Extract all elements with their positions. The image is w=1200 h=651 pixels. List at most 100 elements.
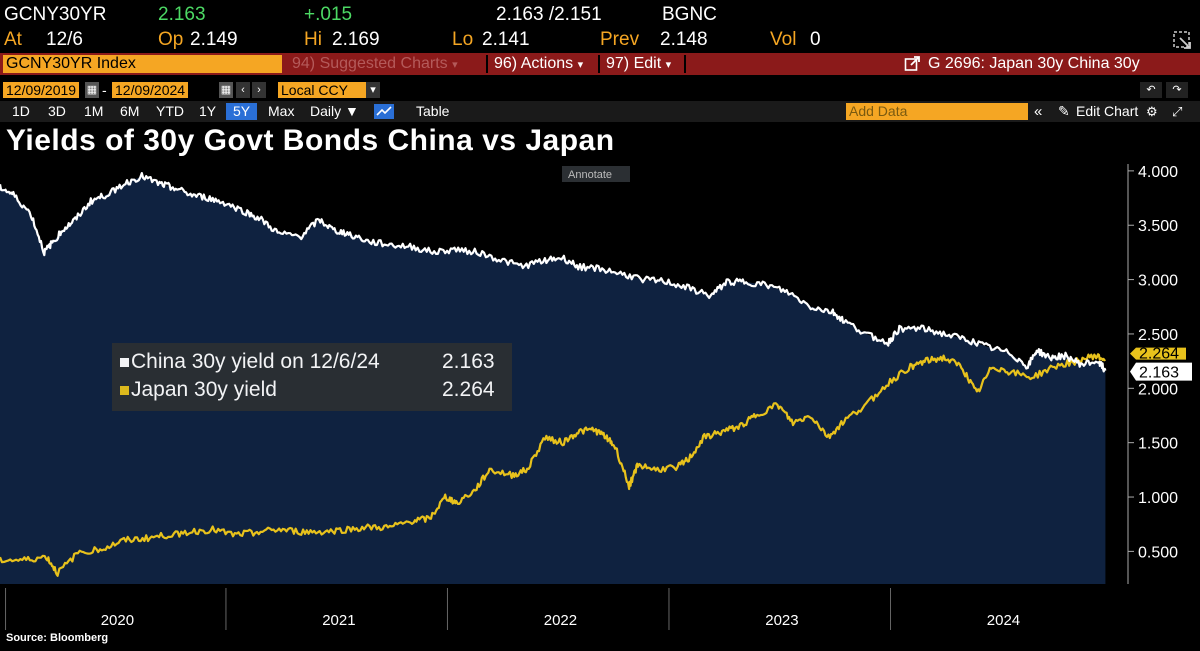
- y-tick-label: 0.500: [1138, 544, 1178, 561]
- y-tick-label: 2.000: [1138, 381, 1178, 398]
- toolbar-divider: [684, 55, 686, 73]
- actions-label: 96) Actions: [494, 55, 574, 72]
- prev-value: 2.148: [660, 29, 708, 50]
- suggested-charts-menu[interactable]: 94) Suggested Charts ▾: [292, 55, 458, 73]
- x-tick-label: 2024: [987, 612, 1020, 629]
- bid-ask: 2.163 /2.151: [496, 4, 602, 25]
- undo-icon[interactable]: ↶: [1140, 82, 1162, 98]
- period-3d[interactable]: 3D: [48, 103, 66, 119]
- settings-icon[interactable]: ⚙: [1146, 104, 1158, 119]
- period-ytd[interactable]: YTD: [156, 103, 184, 119]
- security-field[interactable]: GCNY30YR Index: [3, 55, 282, 73]
- japan-tag-text: 2.264: [1139, 346, 1179, 363]
- quote-line: GCNY30YR 2.163 +.015 2.163 /2.151 BGNC: [0, 0, 1200, 28]
- chevron-right-icon[interactable]: ›: [252, 82, 266, 98]
- collapse-icon[interactable]: «: [1034, 103, 1043, 120]
- volume-label: Vol: [770, 29, 797, 50]
- annotate-label: Annotate: [568, 169, 612, 181]
- high-value: 2.169: [332, 29, 380, 50]
- y-tick-label: 4.000: [1138, 164, 1178, 181]
- date-range-bar: 12/09/2019 ▦ - 12/09/2024 ▦ ‹ › Local CC…: [0, 80, 1200, 100]
- line-chart-icon[interactable]: [374, 104, 394, 119]
- ticker: GCNY30YR: [4, 4, 107, 25]
- china-series-line: [0, 172, 1107, 373]
- chart-legend[interactable]: China 30y yield on 12/6/24 2.163 Japan 3…: [112, 343, 512, 411]
- chevron-down-icon: ▾: [665, 59, 672, 71]
- x-tick-label: 2023: [765, 612, 798, 629]
- high-label: Hi: [304, 29, 322, 50]
- legend-china-label: China 30y yield on 12/6/24: [131, 350, 380, 373]
- y-tick-label: 1.000: [1138, 490, 1178, 507]
- pricing-source: BGNC: [662, 4, 717, 25]
- prev-label: Prev: [600, 29, 640, 50]
- toolbar-divider: [486, 55, 488, 73]
- china-tag-bg: [1130, 362, 1192, 381]
- open-external-icon[interactable]: [904, 56, 922, 72]
- chevron-down-icon: ▾: [452, 59, 458, 71]
- low-value: 2.141: [482, 29, 530, 50]
- japan-series-line: [0, 353, 1106, 577]
- yield-chart[interactable]: 4.000 3.500 3.000 2.500 2.000 1.500 1.000 0.500…: [0, 160, 1200, 630]
- expand-icon[interactable]: [1172, 30, 1194, 50]
- x-tick-label: 2022: [544, 612, 577, 629]
- calendar-icon[interactable]: ▦: [85, 82, 99, 98]
- chart-title: Yields of 30y Govt Bonds China vs Japan: [6, 124, 615, 157]
- chevron-down-icon: ▾: [577, 59, 584, 71]
- period-1y[interactable]: 1Y: [199, 103, 217, 119]
- legend-japan: Japan 30y yield: [120, 378, 277, 402]
- last-price: 2.163: [158, 4, 206, 25]
- net-change: +.015: [304, 4, 353, 25]
- pencil-icon[interactable]: ✎: [1058, 103, 1070, 119]
- china-area-fill: [0, 176, 1106, 585]
- japan-last-value-tag: 2.264: [1130, 346, 1186, 363]
- date-separator: -: [102, 82, 107, 98]
- chevron-left-icon[interactable]: ‹: [236, 82, 250, 98]
- annotate-button[interactable]: Annotate: [562, 166, 630, 182]
- stats-line: At 12/6 Op 2.149 Hi 2.169 Lo 2.141 Prev …: [0, 28, 1200, 52]
- end-date-field[interactable]: 12/09/2024: [112, 82, 189, 98]
- at-label: At: [4, 29, 22, 50]
- period-1d[interactable]: 1D: [12, 103, 30, 119]
- legend-japan-label: Japan 30y yield: [131, 378, 277, 401]
- start-date-field[interactable]: 12/09/2019: [3, 82, 80, 98]
- currency-select[interactable]: Local CCY: [278, 82, 366, 98]
- x-tick-label: 2020: [101, 612, 134, 629]
- table-button[interactable]: Table: [416, 103, 450, 119]
- redo-icon[interactable]: ↷: [1166, 82, 1188, 98]
- chevron-down-icon[interactable]: ▾: [366, 82, 380, 98]
- open-value: 2.149: [190, 29, 238, 50]
- frequency-select[interactable]: Daily ▼: [310, 103, 359, 119]
- calendar-icon[interactable]: ▦: [219, 82, 233, 98]
- legend-japan-value: 2.264: [442, 378, 495, 401]
- period-max[interactable]: Max: [268, 103, 295, 119]
- add-data-input[interactable]: Add Data: [846, 103, 1028, 120]
- command-toolbar: GCNY30YR Index 94) Suggested Charts ▾ 96…: [0, 53, 1200, 75]
- period-1m[interactable]: 1M: [84, 103, 104, 119]
- volume-value: 0: [810, 29, 821, 50]
- zoom-icon[interactable]: ⤢: [1172, 104, 1183, 119]
- period-bar: 1D 3D 1M 6M YTD 1Y 5Y Max Daily ▼ Table …: [0, 101, 1200, 122]
- china-tag-text: 2.163: [1139, 365, 1179, 382]
- suggested-charts-label: 94) Suggested Charts: [292, 55, 448, 72]
- edit-chart-button[interactable]: Edit Chart: [1076, 103, 1139, 119]
- china-last-value-tag: 2.163: [1130, 362, 1192, 382]
- y-tick-label: 3.500: [1138, 218, 1178, 235]
- at-value: 12/6: [46, 29, 83, 50]
- y-tick-label: 3.000: [1138, 273, 1178, 290]
- chart-id: G 2696: Japan 30y China 30y: [928, 55, 1140, 72]
- open-label: Op: [158, 29, 184, 50]
- legend-china: China 30y yield on 12/6/24: [120, 350, 380, 374]
- period-5y[interactable]: 5Y: [226, 103, 258, 120]
- legend-swatch-china: [120, 357, 129, 367]
- low-label: Lo: [452, 29, 474, 50]
- period-6m[interactable]: 6M: [120, 103, 140, 119]
- legend-china-value: 2.163: [442, 350, 495, 373]
- actions-menu[interactable]: 96) Actions ▾: [494, 55, 583, 73]
- legend-swatch-japan: [120, 385, 129, 395]
- y-tick-label: 1.500: [1138, 436, 1178, 453]
- toolbar-divider: [598, 55, 600, 73]
- source-note: Source: Bloomberg: [6, 632, 109, 644]
- y-tick-label: 2.500: [1138, 327, 1178, 344]
- edit-menu[interactable]: 97) Edit ▾: [606, 55, 671, 73]
- edit-label: 97) Edit: [606, 55, 662, 72]
